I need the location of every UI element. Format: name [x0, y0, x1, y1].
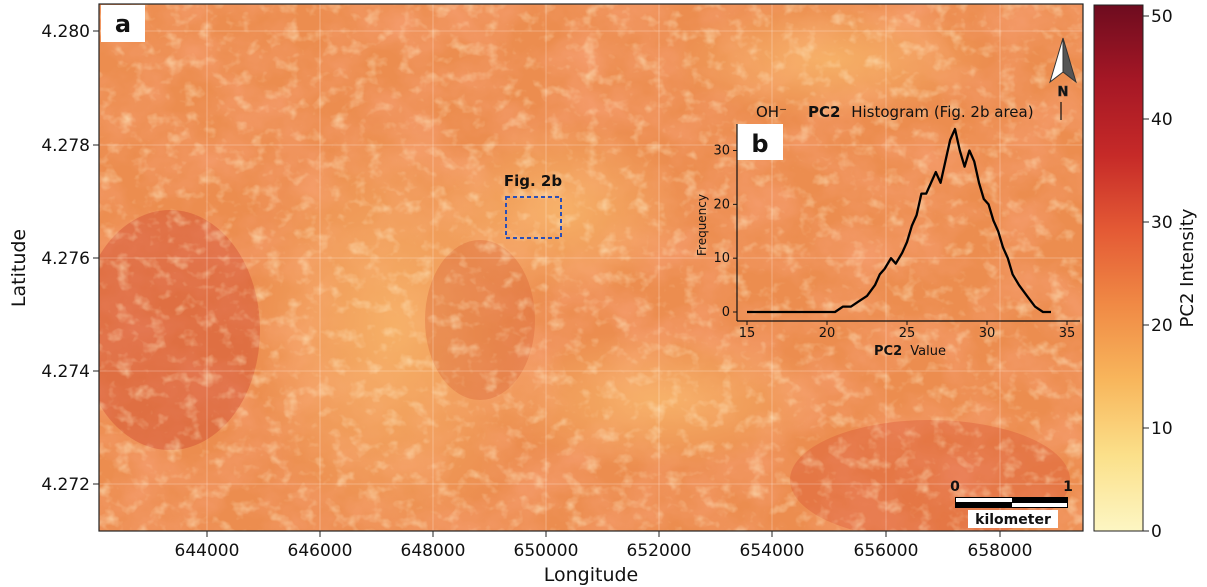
colorbar-tick-label: 20 [1151, 316, 1173, 336]
scale-bar-seg1 [956, 498, 1012, 502]
inset-histogram: OH⁻ PC2 Histogram (Fig. 2b area) b 15 20 2… [695, 102, 1080, 359]
inset-y-tick-label: 10 [713, 251, 730, 266]
inset-x-label-text: Value [910, 344, 946, 359]
inset-y-label: Frequency [695, 194, 709, 256]
x-tick-label: 648000 [401, 541, 466, 561]
inset-title-text: Histogram (Fig. 2b area) [851, 103, 1033, 121]
scale-bar-unit: kilometer [975, 512, 1051, 528]
scale-bar-outline [955, 497, 1068, 508]
y-tick-label: 4.280 [41, 22, 90, 42]
histogram-line [747, 127, 1051, 314]
scale-bar-unit-box [968, 510, 1058, 528]
colorbar-tick-label: 50 [1151, 7, 1173, 27]
x-tick-label: 644000 [175, 541, 240, 561]
y-tick-label: 4.272 [41, 475, 90, 495]
x-tick-label: 654000 [740, 541, 805, 561]
scale-bar: 0 1 kilometer [950, 479, 1073, 528]
map-frame [98, 3, 1084, 532]
x-axis-ticks: 644000 646000 648000 650000 652000 654000 6560… [175, 531, 1033, 561]
x-axis-label: Longitude [544, 564, 639, 586]
panel-b-label: b [751, 130, 768, 158]
x-tick-label: 650000 [514, 541, 579, 561]
inset-y-tick-label: 20 [713, 197, 730, 212]
inset-y-tick-label: 0 [722, 305, 730, 320]
y-axis-label: Latitude [8, 229, 30, 307]
inset-title: PC2 Histogram (Fig. 2b area) [808, 103, 1034, 121]
panel-a-label: a [115, 10, 131, 38]
x-tick-label: 658000 [968, 541, 1033, 561]
inset-y-tick-label: 30 [713, 144, 730, 159]
inset-title-bold: PC2 [808, 103, 840, 121]
y-tick-label: 4.274 [41, 362, 90, 382]
colorbar-ticks: 0 10 20 30 40 50 [1143, 7, 1173, 542]
inset-x-tick-label: 20 [819, 326, 836, 341]
inset-x-label: PC2 Value [874, 344, 946, 359]
scale-bar-start: 0 [950, 479, 960, 495]
y-tick-label: 4.276 [41, 249, 90, 269]
colorbar-tick-label: 30 [1151, 213, 1173, 233]
x-tick-label: 652000 [627, 541, 692, 561]
map-image [99, 4, 1083, 531]
inset-x-label-bold: PC2 [874, 344, 902, 359]
inset-x-tick-label: 15 [739, 326, 756, 341]
inset-x-tick-label: 25 [899, 326, 916, 341]
north-label: N [1058, 85, 1069, 100]
roi-label: Fig. 2b [504, 172, 562, 190]
colorbar-label: PC2 Intensity [1177, 208, 1198, 327]
x-tick-label: 646000 [288, 541, 353, 561]
x-tick-label: 656000 [854, 541, 919, 561]
panel-b-label-box [737, 124, 783, 160]
scale-bar-seg2 [1012, 503, 1067, 507]
inset-y-ticks: 0 10 20 30 [713, 144, 737, 320]
inset-x-tick-label: 35 [1059, 326, 1076, 341]
y-tick-label: 4.278 [41, 136, 90, 156]
inset-x-ticks: 15 20 25 30 35 [739, 321, 1076, 341]
inset-x-tick-label: 30 [979, 326, 996, 341]
y-axis-ticks: 4.280 4.278 4.276 4.274 4.272 [41, 22, 99, 495]
colorbar-tick-label: 0 [1151, 522, 1162, 542]
panel-a-label-box [101, 5, 145, 42]
colorbar [1093, 4, 1144, 532]
roi-box [505, 196, 562, 239]
oh-label: OH⁻ [756, 103, 787, 121]
scale-bar-end: 1 [1063, 479, 1073, 495]
north-arrow-icon: N [1049, 37, 1077, 100]
colorbar-tick-label: 10 [1151, 419, 1173, 439]
colorbar-tick-label: 40 [1151, 110, 1173, 130]
